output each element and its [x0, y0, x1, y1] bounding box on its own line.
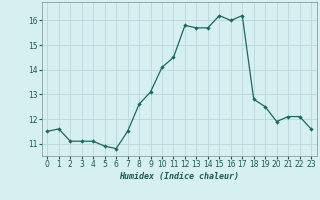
X-axis label: Humidex (Indice chaleur): Humidex (Indice chaleur) [119, 172, 239, 181]
